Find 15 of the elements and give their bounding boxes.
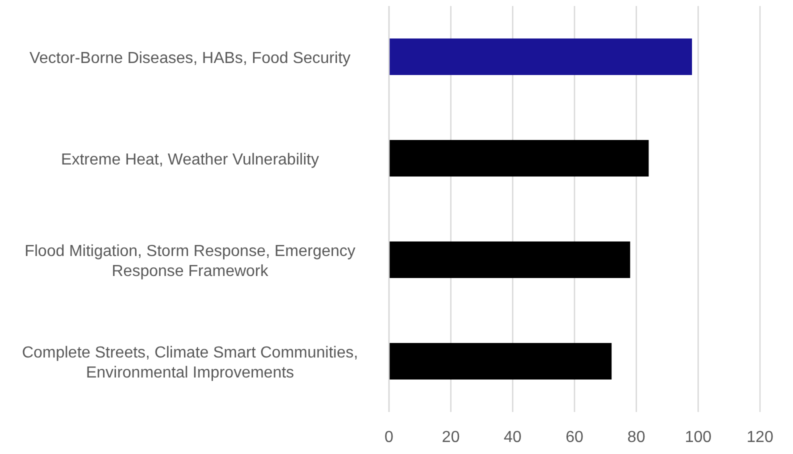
bar — [389, 38, 692, 76]
y-tick-label: Vector-Borne Diseases, HABs, Food Security — [29, 50, 351, 67]
bar — [389, 342, 612, 380]
y-tick-label: Extreme Heat, Weather Vulnerability — [61, 151, 319, 168]
x-tick-label: 100 — [684, 429, 712, 446]
x-tick-label: 120 — [746, 429, 774, 446]
y-tick-label: Flood Mitigation, Storm Response, Emergency Response Framework — [24, 242, 356, 280]
x-tick-label: 20 — [442, 429, 460, 446]
y-tick-label: Complete Streets, Climate Smart Communities, Environmental Improvements — [22, 344, 358, 382]
x-tick-label: 80 — [627, 429, 646, 446]
bar — [389, 241, 630, 278]
bar — [389, 140, 649, 177]
x-tick-label: 60 — [566, 429, 584, 446]
x-tick-label: 40 — [504, 429, 522, 446]
x-tick-label: 0 — [384, 429, 394, 446]
